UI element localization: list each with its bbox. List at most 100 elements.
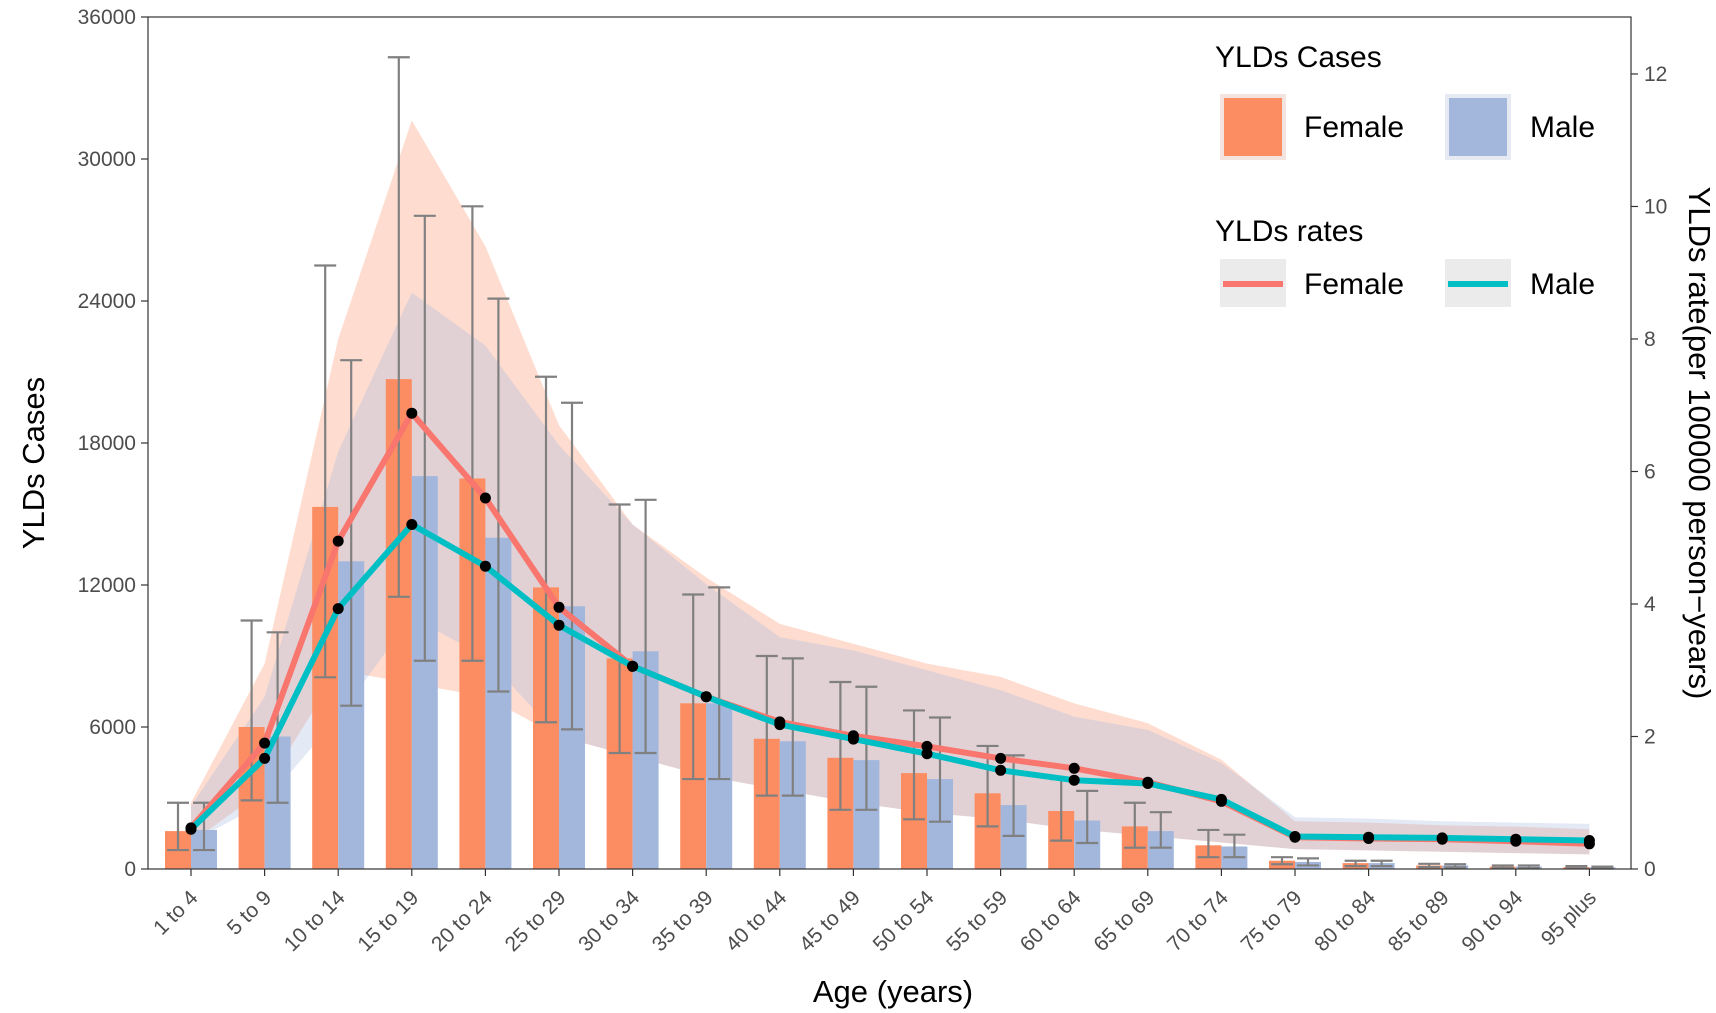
x-tick-label: 75 to 79	[1237, 886, 1307, 956]
errorbar-female-14	[1197, 828, 1220, 859]
errorbar-male-2	[340, 359, 363, 707]
rate-point-male-7	[700, 691, 712, 703]
errorbar-female-18	[1491, 864, 1514, 869]
y-tick-label: 12000	[78, 574, 136, 597]
errorbar-female-17	[1418, 862, 1441, 869]
rate-point-male-4	[479, 560, 491, 572]
errorbar-female-4	[461, 205, 484, 662]
x-tick-label: 50 to 54	[869, 886, 939, 956]
rate-point-male-3	[406, 519, 418, 530]
rate-line-male	[188, 521, 1590, 844]
rate-lines-layer	[188, 410, 1590, 847]
x-tick-label: 95 plus	[1537, 886, 1601, 950]
rate-point-male-9	[847, 733, 859, 745]
x-tick-label: 45 to 49	[795, 886, 865, 956]
errorbar-female-9	[829, 680, 852, 811]
left-axis: 0 6000 12000 18000 24000 30000 36000	[78, 6, 148, 881]
rate-point-male-18	[1510, 833, 1522, 845]
x-tick-label: 1 to 4	[149, 886, 203, 940]
y2-tick-label: 8	[1644, 328, 1656, 351]
errorbar-male-14	[1223, 833, 1246, 859]
y2-tick-label: 10	[1644, 195, 1667, 218]
errorbar-male-5	[561, 401, 583, 731]
y-tick-label: 18000	[78, 432, 136, 455]
errorbar-male-6	[634, 498, 657, 755]
y2-tick-label: 0	[1644, 858, 1656, 881]
rate-point-male-16	[1363, 831, 1375, 843]
x-tick-label: 90 to 94	[1457, 886, 1527, 956]
errorbar-female-19	[1565, 865, 1588, 870]
x-tick-label: 20 to 24	[427, 886, 497, 956]
rate-point-female-5	[553, 601, 565, 613]
rate-point-female-12	[1068, 762, 1080, 774]
x-tick-label: 10 to 14	[280, 886, 350, 956]
errorbar-male-18	[1517, 864, 1540, 870]
y2-tick-label: 2	[1644, 725, 1656, 748]
errorbar-male-7	[708, 586, 731, 781]
errorbar-female-11	[976, 744, 999, 828]
y-tick-label: 36000	[78, 6, 136, 29]
errorbar-female-0	[167, 801, 189, 852]
rate-point-male-5	[553, 619, 565, 631]
y2-tick-label: 6	[1644, 460, 1656, 483]
rate-point-male-15	[1289, 831, 1301, 842]
errorbar-male-16	[1370, 859, 1393, 868]
x-tick-label: 80 to 84	[1310, 886, 1380, 956]
right-axis: 0 2 4 6 8 10 12	[1631, 63, 1667, 881]
errorbar-male-10	[929, 716, 951, 823]
rate-point-male-13	[1142, 778, 1154, 789]
rate-points-layer	[185, 407, 1595, 850]
errorbar-female-3	[387, 56, 410, 598]
legend-male-bar-label: Male	[1530, 111, 1595, 144]
errorbar-female-5	[535, 375, 557, 724]
legend-male-bar-swatch	[1449, 98, 1507, 156]
errorbar-female-15	[1271, 856, 1293, 866]
error-bars-layer	[167, 56, 1614, 870]
rate-point-male-17	[1436, 832, 1448, 844]
rate-point-male-10	[921, 748, 933, 760]
rate-point-male-8	[774, 719, 786, 731]
errorbar-female-7	[682, 593, 705, 781]
errorbar-male-15	[1297, 857, 1319, 867]
rate-point-male-11	[995, 764, 1007, 776]
errorbar-female-13	[1123, 801, 1146, 849]
rate-point-male-2	[332, 603, 344, 615]
x-tick-label: 55 to 59	[942, 886, 1012, 956]
errorbar-female-2	[314, 264, 337, 679]
x-tick-label: 40 to 44	[721, 886, 791, 956]
legend: YLDs Cases Female Male YLDs rates Female…	[1215, 41, 1595, 307]
rate-point-male-0	[185, 823, 197, 835]
legend-female-line-label: Female	[1304, 268, 1404, 301]
legend-rates-title: YLDs rates	[1215, 215, 1363, 248]
x-tick-label: 70 to 74	[1163, 886, 1233, 956]
errorbar-male-1	[266, 631, 289, 804]
x-tick-label: 30 to 34	[574, 886, 644, 956]
rate-point-female-2	[332, 535, 344, 547]
x-axis: 1 to 4 5 to 9 10 to 14 15 to 19 20 to 24 25 t…	[149, 869, 1601, 956]
legend-female-bar-swatch	[1224, 98, 1282, 156]
legend-female-bar-label: Female	[1304, 111, 1404, 144]
errorbar-male-12	[1076, 789, 1099, 845]
rate-point-female-4	[479, 492, 491, 504]
y2-tick-label: 12	[1644, 63, 1667, 86]
x-tick-label: 85 to 89	[1384, 886, 1454, 956]
rate-point-male-19	[1583, 835, 1595, 846]
x-tick-label: 35 to 39	[648, 886, 718, 956]
rate-point-female-3	[406, 407, 418, 419]
rate-point-male-6	[627, 660, 639, 672]
x-axis-title: Age (years)	[813, 974, 973, 1009]
errorbar-male-11	[1002, 754, 1025, 837]
y-axis-title: YLDs Cases	[16, 377, 51, 549]
x-tick-label: 25 to 29	[501, 886, 571, 956]
x-tick-label: 15 to 19	[353, 886, 423, 956]
x-tick-label: 60 to 64	[1016, 886, 1086, 956]
y-tick-label: 0	[124, 858, 136, 881]
y-tick-label: 30000	[78, 148, 136, 171]
errorbar-male-19	[1591, 865, 1614, 870]
legend-cases-title: YLDs Cases	[1215, 41, 1382, 74]
y-tick-label: 6000	[89, 716, 136, 739]
rate-point-female-1	[259, 737, 271, 749]
errorbar-male-3	[413, 214, 436, 662]
rate-point-male-1	[259, 752, 271, 764]
